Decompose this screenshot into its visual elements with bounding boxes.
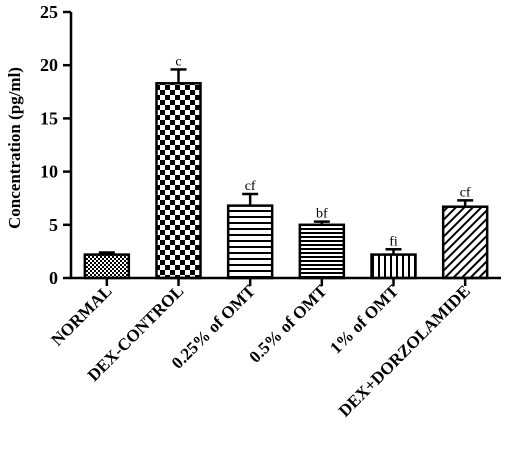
x-category-label: DEX+DORZOLAMIDE	[335, 281, 474, 420]
x-category-label: 1% of OMT	[326, 281, 403, 358]
bar	[83, 253, 131, 280]
bar	[155, 82, 202, 280]
bar	[441, 205, 489, 280]
significance-label: cf	[460, 185, 471, 200]
bar	[370, 253, 417, 280]
significance-label: cf	[245, 179, 256, 194]
bar	[298, 223, 346, 280]
y-tick-label: 0	[49, 268, 58, 288]
y-tick-label: 25	[40, 2, 58, 22]
y-tick-label: 10	[40, 162, 58, 182]
bars-group: c cf bf fi cf	[83, 54, 489, 280]
y-tick-label: 5	[49, 215, 58, 235]
y-axis-ticks: 0 5 10 15 20 25	[40, 2, 71, 288]
significance-label: c	[175, 54, 181, 69]
y-tick-label: 20	[40, 55, 58, 75]
y-axis-label: Concentration (pg/ml)	[5, 67, 24, 229]
significance-label: bf	[316, 207, 328, 222]
significance-label: fi	[389, 234, 398, 249]
x-category-label: NORMAL	[47, 281, 115, 349]
x-category-label: 0.5% of OMT	[245, 281, 331, 367]
y-tick-label: 15	[40, 108, 58, 128]
bar	[226, 204, 274, 280]
